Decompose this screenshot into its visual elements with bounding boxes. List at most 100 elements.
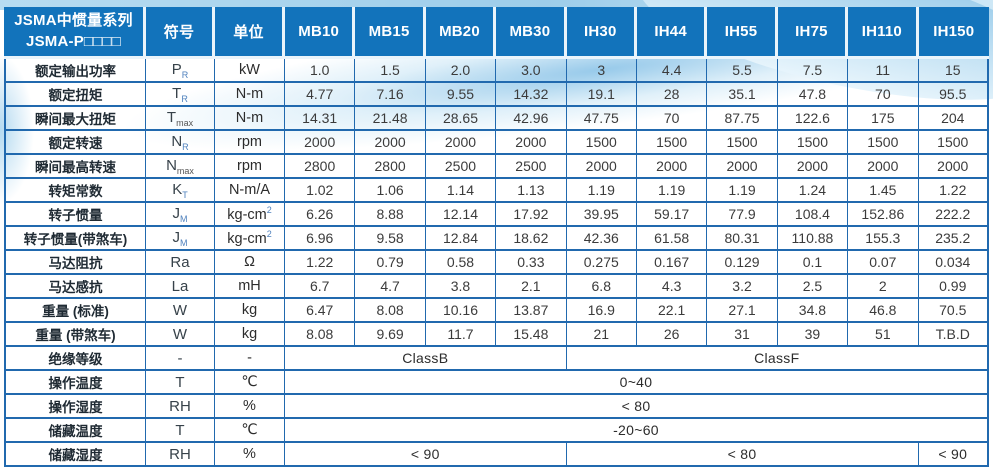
- value-cell: 13.87: [496, 299, 567, 323]
- col-header-symbol: 符号: [146, 7, 215, 59]
- row-unit: kW: [215, 59, 285, 83]
- spec-row: 转子惯量(带煞车) JM kg-cm2 6.96 9.58 12.84 18.62 42.36…: [4, 227, 989, 251]
- value-cell: 51: [848, 323, 919, 347]
- col-header-mb30: MB30: [496, 7, 567, 59]
- spec-row: 操作温度 T ℃ 0~40: [4, 371, 989, 395]
- value-cell: 0.129: [707, 251, 778, 275]
- series-title-line2: JSMA-P□□□□: [26, 32, 121, 50]
- value-cell: 155.3: [848, 227, 919, 251]
- value-cell: 1500: [777, 131, 849, 155]
- value-cell: 0.79: [355, 251, 426, 275]
- row-unit: rpm: [215, 155, 285, 179]
- value-cell: 70: [848, 83, 919, 107]
- spec-row: 瞬间最大扭矩 Tmax N-m 14.31 21.48 28.65 42.96 47.75 70…: [4, 107, 989, 131]
- row-unit: N-m: [215, 83, 285, 107]
- col-header-unit: 单位: [215, 7, 285, 59]
- value-cell: 2000: [636, 155, 708, 179]
- value-cell: 9.58: [355, 227, 426, 251]
- spec-row: 额定转速 NR rpm 2000 2000 2000 2000 1500 1500 1500 150…: [4, 131, 989, 155]
- value-cell: 61.58: [636, 227, 708, 251]
- value-cell: 108.4: [777, 203, 849, 227]
- row-symbol: RH: [146, 395, 215, 419]
- value-cell: 2000: [285, 131, 356, 155]
- row-symbol: -: [146, 347, 215, 371]
- value-cell: 21: [566, 323, 637, 347]
- value-cell: 35.1: [707, 83, 778, 107]
- value-cell: 47.75: [566, 107, 637, 131]
- value-cell: 4.77: [285, 83, 356, 107]
- value-cell: 235.2: [918, 227, 989, 251]
- value-cell: 1.14: [425, 179, 497, 203]
- merged-value-cell: < 90: [918, 443, 989, 467]
- value-cell: 2: [848, 275, 919, 299]
- value-cell: 2.0: [425, 59, 497, 83]
- row-symbol: NR: [146, 131, 215, 155]
- value-cell: 2000: [777, 155, 849, 179]
- col-header-mb10: MB10: [285, 7, 356, 59]
- value-cell: 6.7: [285, 275, 356, 299]
- value-cell: 59.17: [636, 203, 708, 227]
- value-cell: 14.32: [496, 83, 567, 107]
- merged-value-cell: < 80: [285, 395, 989, 419]
- row-label: 重量 (标准): [4, 299, 146, 323]
- value-cell: 8.88: [355, 203, 426, 227]
- value-cell: 77.9: [707, 203, 778, 227]
- value-cell: 19.1: [566, 83, 637, 107]
- value-cell: 4.3: [636, 275, 708, 299]
- value-cell: 1.22: [918, 179, 989, 203]
- col-header-ih150: IH150: [918, 7, 989, 59]
- value-cell: 4.7: [355, 275, 426, 299]
- value-cell: 95.5: [918, 83, 989, 107]
- value-cell: 21.48: [355, 107, 426, 131]
- value-cell: 2800: [355, 155, 426, 179]
- col-header-ih110: IH110: [848, 7, 919, 59]
- motor-spec-table: JSMA中惯量系列 JSMA-P□□□□ 符号 单位 MB10 MB15 MB20 M…: [4, 7, 989, 467]
- row-unit: %: [215, 395, 285, 419]
- merged-value-cell: < 80: [566, 443, 919, 467]
- value-cell: 175: [848, 107, 919, 131]
- spec-row: 额定输出功率 PR kW 1.0 1.5 2.0 3.0 3 4.4 5.5 7.5 11 15: [4, 59, 989, 83]
- row-label: 额定扭矩: [4, 83, 146, 107]
- row-symbol: PR: [146, 59, 215, 83]
- row-label: 额定输出功率: [4, 59, 146, 83]
- value-cell: 2.5: [777, 275, 849, 299]
- value-cell: 204: [918, 107, 989, 131]
- row-label: 瞬间最高转速: [4, 155, 146, 179]
- col-header-ih44: IH44: [636, 7, 708, 59]
- spec-row: 储藏温度 T ℃ -20~60: [4, 419, 989, 443]
- value-cell: 2000: [707, 155, 778, 179]
- col-header-mb15: MB15: [355, 7, 426, 59]
- row-unit: mH: [215, 275, 285, 299]
- value-cell: 39: [777, 323, 849, 347]
- row-symbol: T: [146, 419, 215, 443]
- value-cell: 28.65: [425, 107, 497, 131]
- value-cell: 42.36: [566, 227, 637, 251]
- value-cell: 8.08: [355, 299, 426, 323]
- value-cell: 1.45: [848, 179, 919, 203]
- row-unit: ℃: [215, 419, 285, 443]
- value-cell: 2000: [566, 155, 637, 179]
- value-cell: 9.55: [425, 83, 497, 107]
- value-cell: 1.13: [496, 179, 567, 203]
- value-cell: 6.26: [285, 203, 356, 227]
- row-unit: N-m/A: [215, 179, 285, 203]
- value-cell: 12.84: [425, 227, 497, 251]
- row-label: 额定转速: [4, 131, 146, 155]
- value-cell: 3.8: [425, 275, 497, 299]
- value-cell: 16.9: [566, 299, 637, 323]
- col-header-mb20: MB20: [425, 7, 497, 59]
- value-cell: 0.1: [777, 251, 849, 275]
- row-label: 重量 (带煞车): [4, 323, 146, 347]
- value-cell: 0.034: [918, 251, 989, 275]
- value-cell: 10.16: [425, 299, 497, 323]
- value-cell: 2500: [425, 155, 497, 179]
- merged-value-cell: 0~40: [285, 371, 989, 395]
- value-cell: 6.8: [566, 275, 637, 299]
- row-symbol: Ra: [146, 251, 215, 275]
- spec-row: 储藏湿度 RH% < 90 < 80 < 90: [4, 443, 989, 467]
- row-unit: ℃: [215, 371, 285, 395]
- row-symbol: Tmax: [146, 107, 215, 131]
- value-cell: 15: [918, 59, 989, 83]
